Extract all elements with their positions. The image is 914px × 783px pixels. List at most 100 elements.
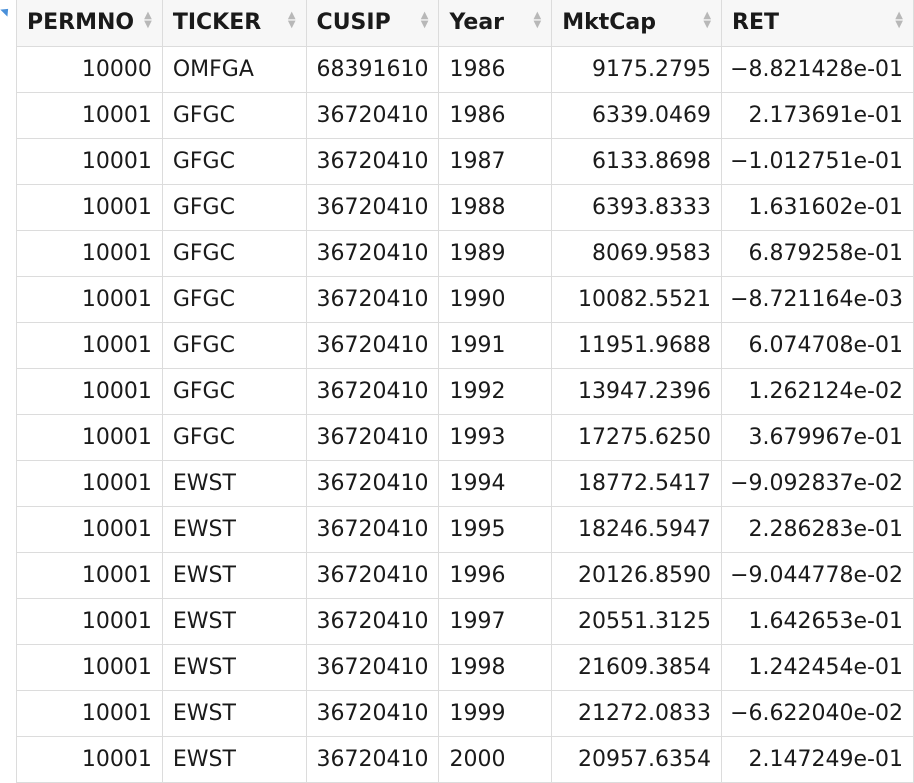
cell-mktcap: 10082.5521 xyxy=(551,275,723,323)
cell-ret: 2.147249e-01 xyxy=(721,735,914,783)
cell-cusip: 36720410 xyxy=(305,643,440,691)
cell-cusip: 36720410 xyxy=(305,367,440,415)
cell-mktcap: 11951.9688 xyxy=(551,321,723,369)
column-header-cusip[interactable]: CUSIP ▲ ▼ xyxy=(305,0,440,47)
cell-year: 1989 xyxy=(438,229,553,277)
sort-arrows-icon[interactable]: ▲ ▼ xyxy=(287,10,296,30)
cell-mktcap: 20957.6354 xyxy=(551,735,723,783)
table-row[interactable]: 10001 GFGC 36720410 1986 6339.0469 2.173691e-… xyxy=(16,91,914,139)
cell-mktcap: 20551.3125 xyxy=(551,597,723,645)
cell-permno: 10001 xyxy=(16,229,163,277)
cell-cusip: 36720410 xyxy=(305,321,440,369)
table-row[interactable]: 10001 GFGC 36720410 1988 6393.8333 1.631602e-… xyxy=(16,183,914,231)
cell-permno: 10001 xyxy=(16,367,163,415)
cell-cusip: 36720410 xyxy=(305,183,440,231)
cell-permno: 10001 xyxy=(16,137,163,185)
column-header-permno[interactable]: PERMNO ▲ ▼ xyxy=(16,0,163,47)
cell-mktcap: 21609.3854 xyxy=(551,643,723,691)
cell-cusip: 36720410 xyxy=(305,505,440,553)
header-row: PERMNO ▲ ▼ TICKER ▲ ▼ CUSIP ▲ ▼ Year ▲ ▼ MktCap ▲… xyxy=(16,0,914,47)
table-row[interactable]: 10001 EWST 36720410 1997 20551.3125 1.642653e… xyxy=(16,597,914,645)
table-row[interactable]: 10001 EWST 36720410 1998 21609.3854 1.242454e… xyxy=(16,643,914,691)
cell-cusip: 36720410 xyxy=(305,91,440,139)
sort-arrows-icon[interactable]: ▲ ▼ xyxy=(144,10,152,30)
cell-ret: −8.821428e-01 xyxy=(721,45,914,93)
table-row[interactable]: 10001 EWST 36720410 1995 18246.5947 2.286283e… xyxy=(16,505,914,553)
cell-year: 1986 xyxy=(438,45,553,93)
cell-mktcap: 21272.0833 xyxy=(551,689,723,737)
cell-year: 1998 xyxy=(438,643,553,691)
cell-ticker: EWST xyxy=(161,735,307,783)
cell-permno: 10001 xyxy=(16,505,163,553)
cell-ticker: GFGC xyxy=(161,367,307,415)
sort-arrows-icon[interactable]: ▲ ▼ xyxy=(703,10,712,30)
cell-ret: 1.631602e-01 xyxy=(721,183,914,231)
cell-permno: 10001 xyxy=(16,597,163,645)
cell-year: 1999 xyxy=(438,689,553,737)
cell-ret: −1.012751e-01 xyxy=(721,137,914,185)
table-row[interactable]: 10001 GFGC 36720410 1990 10082.5521 −8.721164… xyxy=(16,275,914,323)
sort-arrows-icon[interactable]: ▲ ▼ xyxy=(895,10,903,30)
cell-ret: 1.242454e-01 xyxy=(721,643,914,691)
cell-year: 2000 xyxy=(438,735,553,783)
cell-permno: 10001 xyxy=(16,183,163,231)
cell-ticker: EWST xyxy=(161,643,307,691)
cell-mktcap: 18772.5417 xyxy=(551,459,723,507)
table-row[interactable]: 10001 EWST 36720410 2000 20957.6354 2.147249e… xyxy=(16,735,914,783)
cell-cusip: 36720410 xyxy=(305,275,440,323)
cell-ret: 1.262124e-02 xyxy=(721,367,914,415)
cell-year: 1996 xyxy=(438,551,553,599)
cell-cusip: 36720410 xyxy=(305,459,440,507)
cell-ticker: GFGC xyxy=(161,183,307,231)
cell-permno: 10001 xyxy=(16,91,163,139)
cell-permno: 10001 xyxy=(16,643,163,691)
cell-ticker: GFGC xyxy=(161,91,307,139)
column-header-mktcap[interactable]: MktCap ▲ ▼ xyxy=(551,0,723,47)
cell-ret: 3.679967e-01 xyxy=(721,413,914,461)
cell-ticker: EWST xyxy=(161,459,307,507)
cell-year: 1995 xyxy=(438,505,553,553)
table-row[interactable]: 10001 EWST 36720410 1994 18772.5417 −9.092837… xyxy=(16,459,914,507)
cell-ret: −8.721164e-03 xyxy=(721,275,914,323)
cell-ticker: GFGC xyxy=(161,321,307,369)
cell-mktcap: 6133.8698 xyxy=(551,137,723,185)
cell-ticker: GFGC xyxy=(161,275,307,323)
table-row[interactable]: 10001 EWST 36720410 1996 20126.8590 −9.044778… xyxy=(16,551,914,599)
cell-mktcap: 17275.6250 xyxy=(551,413,723,461)
sort-indicator-icon xyxy=(0,5,12,17)
table-row[interactable]: 10001 GFGC 36720410 1992 13947.2396 1.262124e… xyxy=(16,367,914,415)
column-header-ret[interactable]: RET ▲ ▼ xyxy=(721,0,914,47)
table-row[interactable]: 10000 OMFGA 68391610 1986 9175.2795 −8.821428… xyxy=(16,45,914,93)
cell-cusip: 36720410 xyxy=(305,551,440,599)
cell-year: 1991 xyxy=(438,321,553,369)
cell-year: 1993 xyxy=(438,413,553,461)
cell-permno: 10001 xyxy=(16,459,163,507)
data-table: PERMNO ▲ ▼ TICKER ▲ ▼ CUSIP ▲ ▼ Year ▲ ▼ MktCap ▲… xyxy=(16,0,914,783)
cell-cusip: 36720410 xyxy=(305,137,440,185)
cell-permno: 10001 xyxy=(16,413,163,461)
cell-cusip: 36720410 xyxy=(305,597,440,645)
cell-ticker: GFGC xyxy=(161,229,307,277)
cell-ret: −9.092837e-02 xyxy=(721,459,914,507)
cell-ticker: EWST xyxy=(161,505,307,553)
cell-ticker: EWST xyxy=(161,597,307,645)
cell-ticker: GFGC xyxy=(161,413,307,461)
sort-arrows-icon[interactable]: ▲ ▼ xyxy=(420,10,429,30)
table-row[interactable]: 10001 GFGC 36720410 1991 11951.9688 6.074708e… xyxy=(16,321,914,369)
table-row[interactable]: 10001 GFGC 36720410 1987 6133.8698 −1.012751e… xyxy=(16,137,914,185)
cell-mktcap: 18246.5947 xyxy=(551,505,723,553)
table-row[interactable]: 10001 GFGC 36720410 1989 8069.9583 6.879258e-… xyxy=(16,229,914,277)
table-row[interactable]: 10001 GFGC 36720410 1993 17275.6250 3.679967e… xyxy=(16,413,914,461)
cell-mktcap: 13947.2396 xyxy=(551,367,723,415)
cell-mktcap: 6339.0469 xyxy=(551,91,723,139)
cell-cusip: 36720410 xyxy=(305,413,440,461)
cell-cusip: 68391610 xyxy=(305,45,440,93)
column-header-ticker[interactable]: TICKER ▲ ▼ xyxy=(161,0,307,47)
cell-ticker: OMFGA xyxy=(161,45,307,93)
column-header-year[interactable]: Year ▲ ▼ xyxy=(438,0,553,47)
sort-arrows-icon[interactable]: ▲ ▼ xyxy=(533,10,542,30)
cell-mktcap: 6393.8333 xyxy=(551,183,723,231)
table-row[interactable]: 10001 EWST 36720410 1999 21272.0833 −6.622040… xyxy=(16,689,914,737)
cell-ret: 1.642653e-01 xyxy=(721,597,914,645)
cell-permno: 10001 xyxy=(16,735,163,783)
